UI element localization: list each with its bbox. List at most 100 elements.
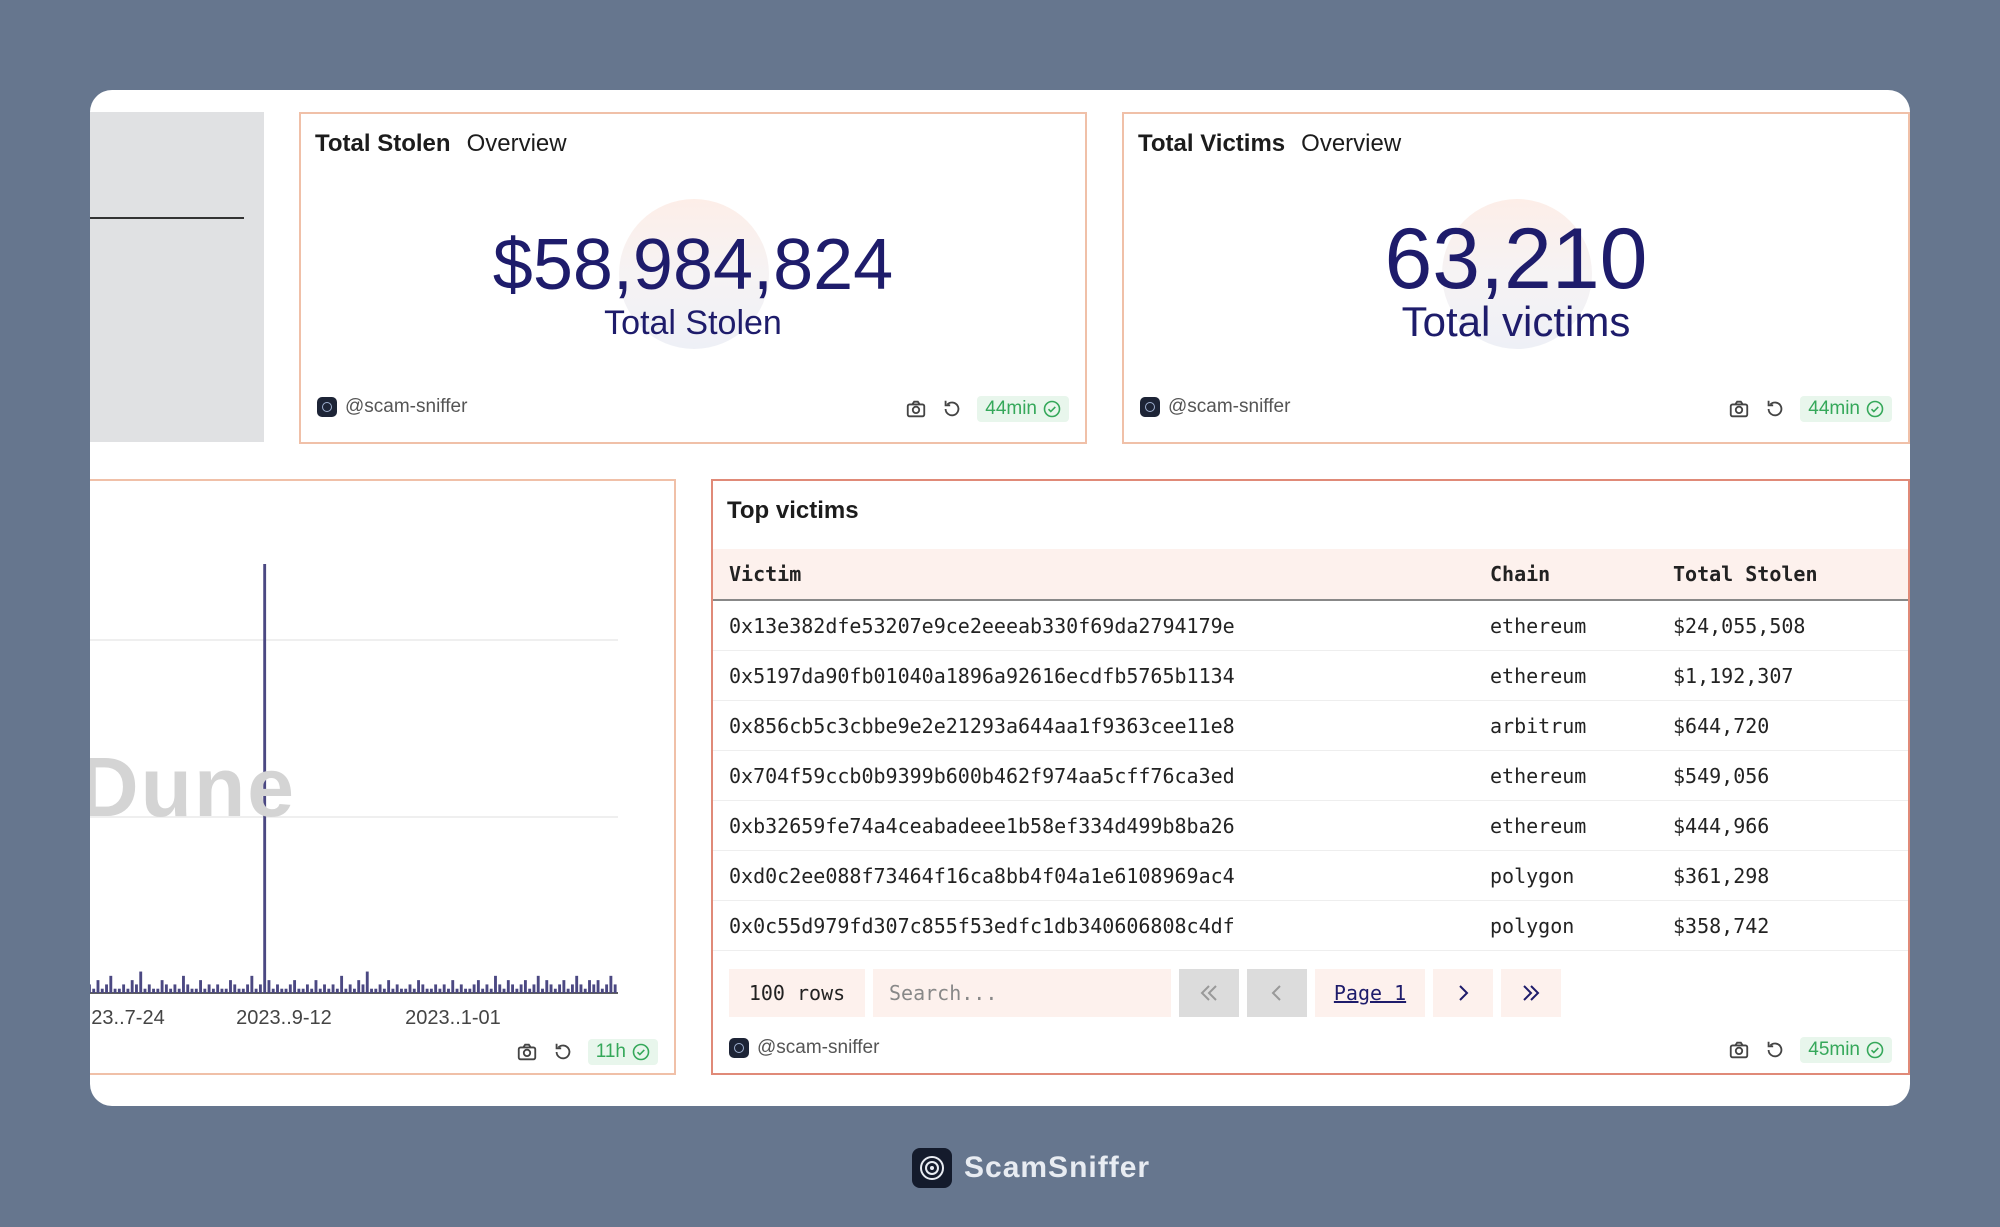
- chart-bar[interactable]: [229, 980, 232, 993]
- table-row[interactable]: 0x0c55d979fd307c855f53edfc1db340606808c4…: [713, 900, 1908, 951]
- tab-overview[interactable]: Overview: [1301, 130, 1402, 157]
- chart-bar[interactable]: [476, 980, 480, 993]
- author-link[interactable]: @scam-sniffer: [729, 1037, 879, 1059]
- camera-icon[interactable]: [1728, 1039, 1750, 1061]
- chart-bar[interactable]: [117, 988, 121, 993]
- chart-bar[interactable]: [143, 988, 147, 993]
- chart-bar[interactable]: [528, 988, 532, 993]
- author-link[interactable]: @scam-sniffer: [1140, 396, 1290, 418]
- chart-bar[interactable]: [404, 988, 408, 993]
- chart-bar[interactable]: [246, 984, 250, 993]
- chart-bar[interactable]: [301, 988, 305, 993]
- search-input[interactable]: Search...: [873, 969, 1171, 1017]
- refresh-icon[interactable]: [1764, 1039, 1786, 1061]
- chart-bar[interactable]: [502, 988, 506, 993]
- chart-bar[interactable]: [605, 984, 609, 993]
- chart-bar[interactable]: [596, 980, 600, 993]
- chart-bar[interactable]: [438, 988, 442, 993]
- chart-bar[interactable]: [335, 988, 339, 993]
- chart-bar[interactable]: [468, 988, 472, 993]
- first-page-button[interactable]: [1179, 969, 1239, 1017]
- chart-bar[interactable]: [485, 984, 489, 993]
- column-header-total-stolen[interactable]: Total Stolen: [1657, 549, 1908, 601]
- column-header-chain[interactable]: Chain: [1474, 549, 1657, 601]
- chart-bar[interactable]: [588, 980, 591, 993]
- chart-bar[interactable]: [199, 980, 202, 993]
- chart-bar[interactable]: [566, 988, 570, 993]
- chart-bar[interactable]: [297, 988, 301, 993]
- chart-bar[interactable]: [549, 984, 553, 993]
- table-row[interactable]: 0xb32659fe74a4ceabadeee1b58ef334d499b8ba…: [713, 800, 1908, 851]
- chart-bar[interactable]: [152, 988, 155, 993]
- chart-bar[interactable]: [421, 984, 425, 993]
- chart-bar[interactable]: [203, 988, 207, 993]
- chart-bar[interactable]: [412, 988, 416, 993]
- table-row[interactable]: 0x5197da90fb01040a1896a92616ecdfb5765b11…: [713, 650, 1908, 701]
- chart-bar[interactable]: [318, 988, 322, 993]
- chart-bar[interactable]: [592, 984, 596, 993]
- chart-bar[interactable]: [579, 984, 583, 993]
- chart-bar[interactable]: [434, 984, 438, 993]
- chart-bar[interactable]: [400, 988, 403, 993]
- chart-bar[interactable]: [267, 980, 271, 993]
- chart-bar[interactable]: [130, 980, 134, 993]
- last-page-button[interactable]: [1501, 969, 1561, 1017]
- chart-bar[interactable]: [250, 975, 254, 993]
- chart-bar[interactable]: [182, 975, 185, 993]
- chart-bar[interactable]: [553, 988, 557, 993]
- chart-bar[interactable]: [207, 984, 211, 993]
- author-link[interactable]: @scam-sniffer: [317, 396, 467, 418]
- chart-bar[interactable]: [293, 980, 297, 993]
- chart-bar[interactable]: [135, 984, 138, 993]
- chart-bar[interactable]: [545, 980, 549, 993]
- chart-bar[interactable]: [391, 988, 395, 993]
- chart-bar[interactable]: [408, 984, 412, 993]
- chart-bar[interactable]: [254, 988, 258, 993]
- chart-bar[interactable]: [109, 975, 113, 993]
- refresh-icon[interactable]: [941, 398, 963, 420]
- chart-bar[interactable]: [310, 988, 314, 993]
- refresh-icon[interactable]: [1764, 398, 1786, 420]
- chart-bar[interactable]: [348, 984, 352, 993]
- chart-bar[interactable]: [609, 975, 613, 993]
- chart-bar[interactable]: [370, 988, 373, 993]
- chart-bar[interactable]: [233, 984, 237, 993]
- column-header-victim[interactable]: Victim: [713, 549, 1474, 601]
- rows-per-page-select[interactable]: 100 rows: [729, 969, 865, 1017]
- chart-bar[interactable]: [575, 975, 579, 993]
- chart-bar[interactable]: [340, 975, 344, 993]
- next-page-button[interactable]: [1433, 969, 1493, 1017]
- chart-bar[interactable]: [177, 988, 181, 993]
- chart-bar[interactable]: [173, 984, 177, 993]
- chart-bar[interactable]: [284, 988, 288, 993]
- chart-bar[interactable]: [190, 988, 194, 993]
- chart-bar[interactable]: [459, 984, 463, 993]
- chart-bar[interactable]: [147, 984, 151, 993]
- chart-bar[interactable]: [357, 980, 361, 993]
- table-row[interactable]: 0xd0c2ee088f73464f16ca8bb4f04a1e6108969a…: [713, 850, 1908, 901]
- chart-bar[interactable]: [220, 988, 224, 993]
- chart-bar[interactable]: [451, 980, 455, 993]
- chart-bar[interactable]: [314, 980, 318, 993]
- chart-bar[interactable]: [186, 984, 190, 993]
- chart-bar[interactable]: [105, 984, 108, 993]
- chart-bar[interactable]: [382, 988, 386, 993]
- chart-bar[interactable]: [271, 988, 275, 993]
- chart-bar[interactable]: [536, 975, 540, 993]
- chart-bar[interactable]: [305, 984, 309, 993]
- chart-bar[interactable]: [489, 988, 493, 993]
- chart-bar[interactable]: [395, 984, 399, 993]
- chart-bar[interactable]: [122, 984, 126, 993]
- chart-bar[interactable]: [90, 984, 91, 993]
- camera-icon[interactable]: [1728, 398, 1750, 420]
- chart-bar[interactable]: [156, 988, 160, 993]
- chart-bar[interactable]: [429, 988, 433, 993]
- chart-bar[interactable]: [523, 980, 527, 993]
- chart-bar[interactable]: [169, 988, 173, 993]
- camera-icon[interactable]: [905, 398, 927, 420]
- chart-bar[interactable]: [455, 988, 459, 993]
- chart-bar[interactable]: [96, 980, 100, 993]
- chart-bar[interactable]: [139, 971, 143, 993]
- chart-bar[interactable]: [92, 988, 96, 993]
- chart-bar[interactable]: [613, 984, 617, 993]
